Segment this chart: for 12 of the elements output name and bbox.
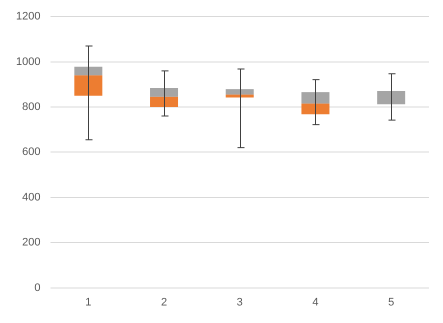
y-tick-label: 200 (22, 236, 40, 249)
x-tick-label: 5 (388, 296, 394, 308)
x-tick-label: 1 (85, 296, 92, 308)
x-tick-label: 3 (236, 296, 243, 308)
x-tick-label: 2 (160, 296, 168, 308)
y-tick-label: 400 (22, 191, 40, 204)
y-tick-label: 800 (22, 101, 40, 114)
x-tick-label: 4 (312, 296, 319, 308)
y-tick-label: 1200 (16, 10, 40, 23)
y-tick-label: 1000 (16, 56, 40, 68)
y-tick-label: 0 (34, 282, 40, 294)
y-tick-label: 600 (22, 146, 40, 158)
